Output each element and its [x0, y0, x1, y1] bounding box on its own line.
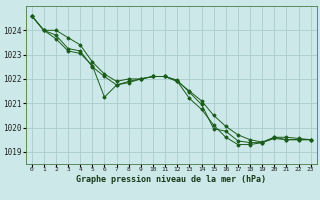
X-axis label: Graphe pression niveau de la mer (hPa): Graphe pression niveau de la mer (hPa): [76, 175, 266, 184]
